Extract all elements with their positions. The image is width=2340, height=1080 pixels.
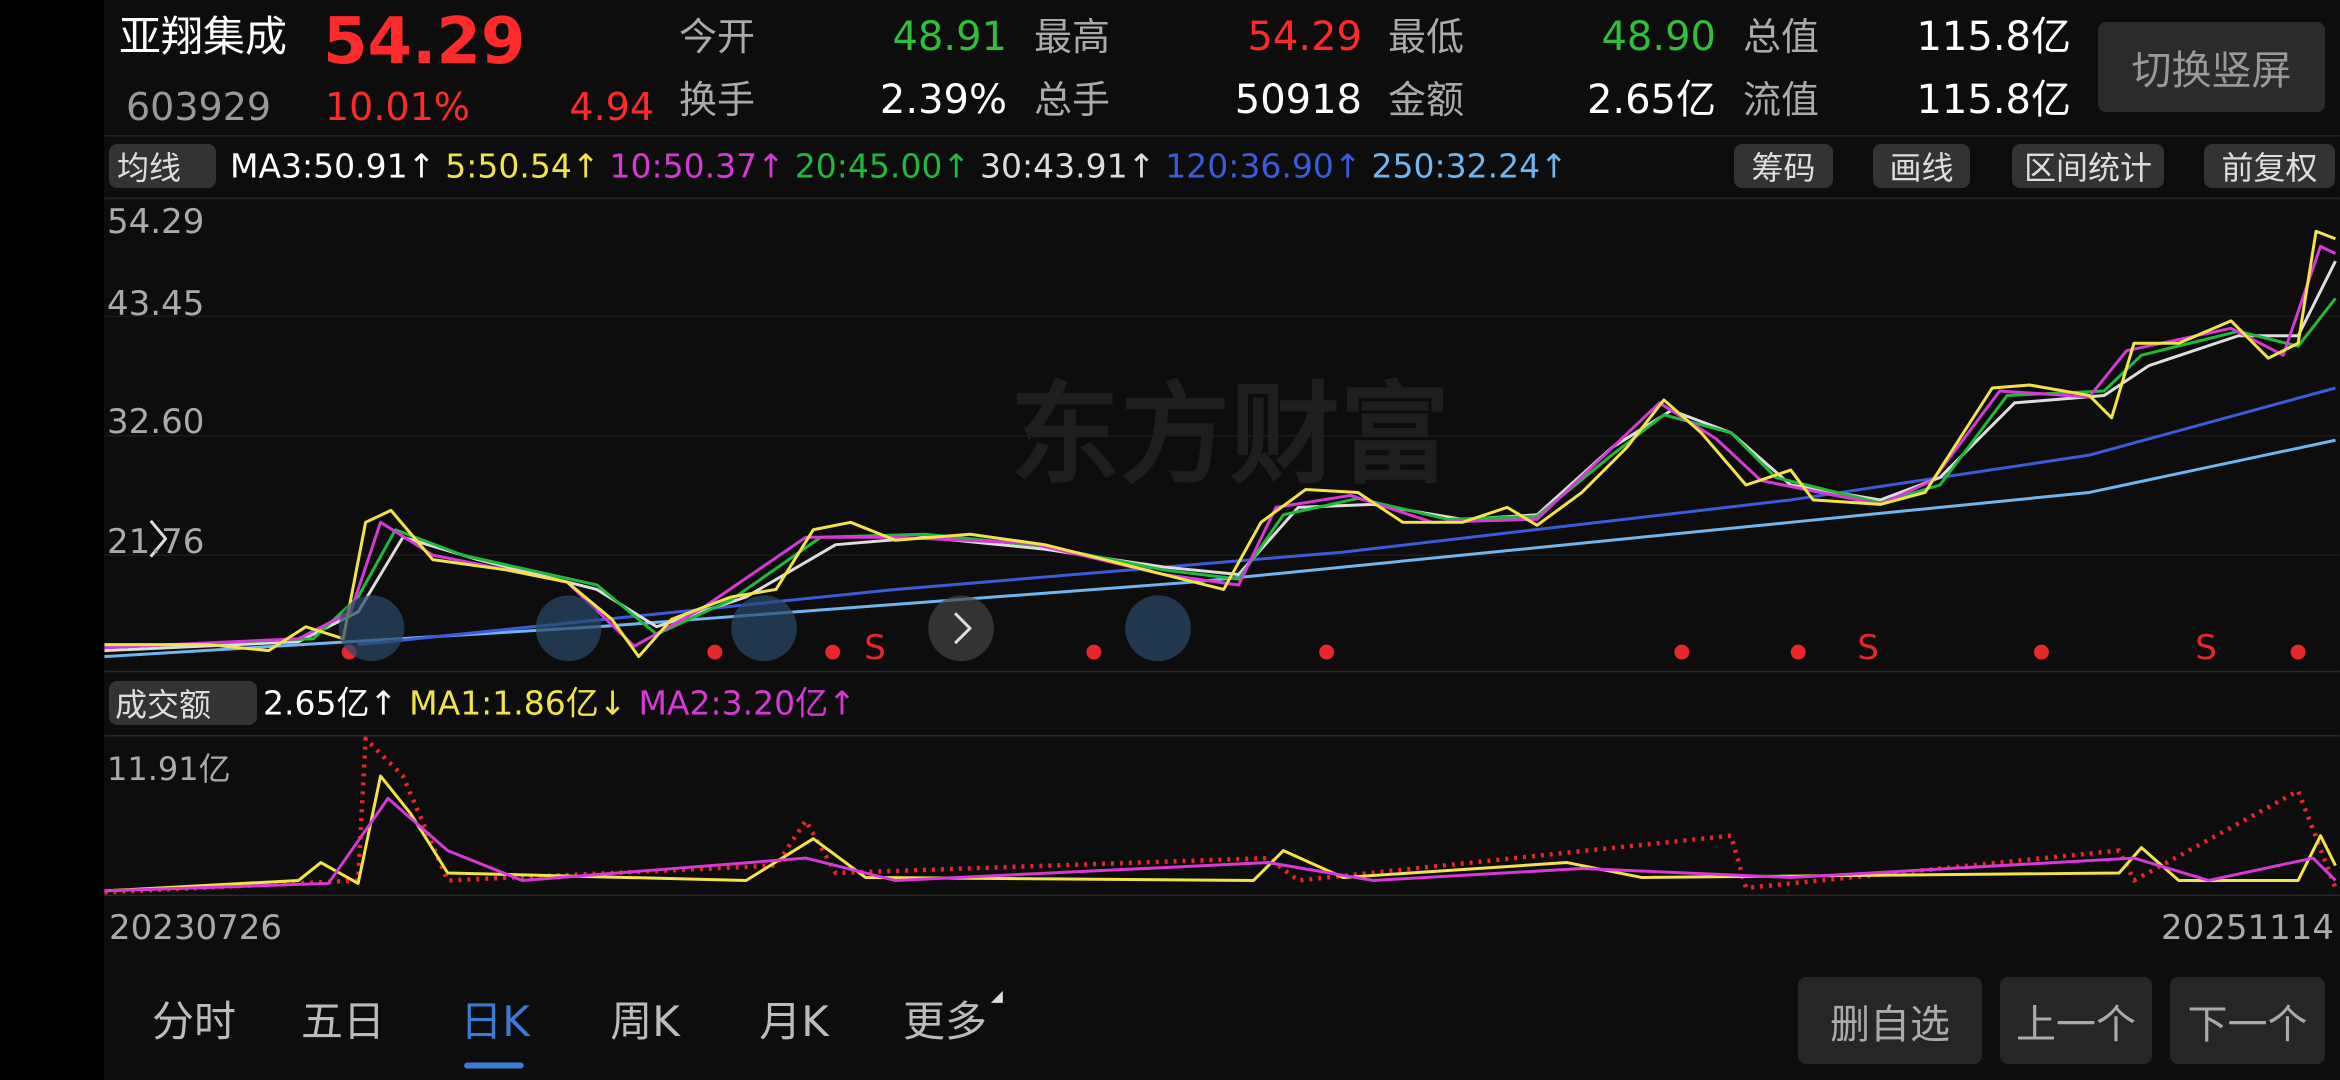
period-tab[interactable]: 月K [759, 997, 829, 1046]
volume-selector[interactable]: 成交额 [109, 681, 257, 725]
stat-label: 今开 [679, 15, 756, 59]
price-axis-label: 21.76 [107, 522, 205, 562]
volume-item: MA2:3.20亿↑ [638, 683, 856, 723]
ma-item: 250:32.24↑ [1371, 146, 1568, 186]
nav-button[interactable]: 删自选 [1798, 977, 1982, 1064]
price-axis-label: 54.29 [107, 202, 205, 242]
period-tab[interactable]: 更多 [902, 997, 988, 1046]
stat-value: 2.65亿 [1586, 77, 1716, 123]
stat-label: 总值 [1743, 15, 1820, 59]
ma-item: MA3:50.91↑ [230, 146, 436, 186]
stat-value: 54.29 [1247, 14, 1362, 60]
price-axis-label: 43.45 [107, 284, 205, 324]
stock-code: 603929 [126, 85, 272, 129]
price-axis-label: 32.60 [107, 402, 205, 442]
stock-name: 亚翔集成 [119, 12, 288, 61]
end-date: 20251114 [2160, 908, 2334, 948]
stat-label: 总手 [1034, 78, 1111, 122]
signal-marker: S [1857, 628, 1879, 668]
signal-marker: S [864, 628, 886, 668]
price: 54.29 [323, 5, 526, 79]
tool-button[interactable]: 前复权 [2204, 144, 2335, 188]
stat-label: 最低 [1388, 15, 1465, 59]
ma-item: 30:43.91↑ [980, 146, 1156, 186]
volume-item: 2.65亿↑ [263, 683, 398, 723]
period-tab[interactable]: 周K [610, 997, 680, 1046]
volume-items: 2.65亿↑ MA1:1.86亿↓ MA2:3.20亿↑ [263, 687, 868, 720]
period-tab[interactable]: 日K [460, 997, 530, 1046]
ma-item: 20:45.00↑ [794, 146, 971, 186]
stat-label: 流值 [1743, 78, 1820, 122]
start-date: 20230726 [109, 908, 283, 948]
ma-item: 10:50.37↑ [609, 146, 785, 186]
stat-value: 48.91 [892, 14, 1007, 60]
stat-value: 2.39% [879, 77, 1007, 123]
volume-item: MA1:1.86亿↓ [409, 683, 627, 723]
volume-axis-label: 11.91亿 [107, 750, 231, 788]
ma-items: MA3:50.91↑ 5:50.54↑ 10:50.37↑ 20:45.00↑ 30:4… [230, 150, 1578, 183]
period-tab[interactable]: 五日 [300, 997, 386, 1046]
change-pct: 10.01% [325, 85, 470, 129]
tool-button[interactable]: 画线 [1873, 144, 1970, 188]
stat-value: 48.90 [1601, 14, 1716, 60]
signal-marker: S [2195, 628, 2217, 668]
stat-label: 换手 [679, 78, 756, 122]
nav-button[interactable]: 下一个 [2170, 977, 2325, 1064]
switch-button[interactable]: 切换竖屏 [2098, 22, 2325, 112]
ma-item: 120:36.90↑ [1165, 146, 1362, 186]
change: 4.94 [569, 85, 654, 129]
period-tab[interactable]: 分时 [151, 997, 237, 1046]
ma-item: 5:50.54↑ [445, 146, 600, 186]
nav-button[interactable]: 上一个 [2000, 977, 2152, 1064]
stat-value: 115.8亿 [1916, 77, 2071, 123]
stat-label: 金额 [1388, 78, 1465, 122]
watermark: 东方财富 [1010, 371, 1450, 499]
stat-value: 115.8亿 [1916, 14, 2071, 60]
stat-label: 最高 [1034, 15, 1111, 59]
ma-selector[interactable]: 均线 [109, 144, 216, 188]
stat-value: 50918 [1234, 77, 1362, 123]
tool-button[interactable]: 区间统计 [2012, 144, 2164, 188]
tool-button[interactable]: 筹码 [1734, 144, 1833, 188]
